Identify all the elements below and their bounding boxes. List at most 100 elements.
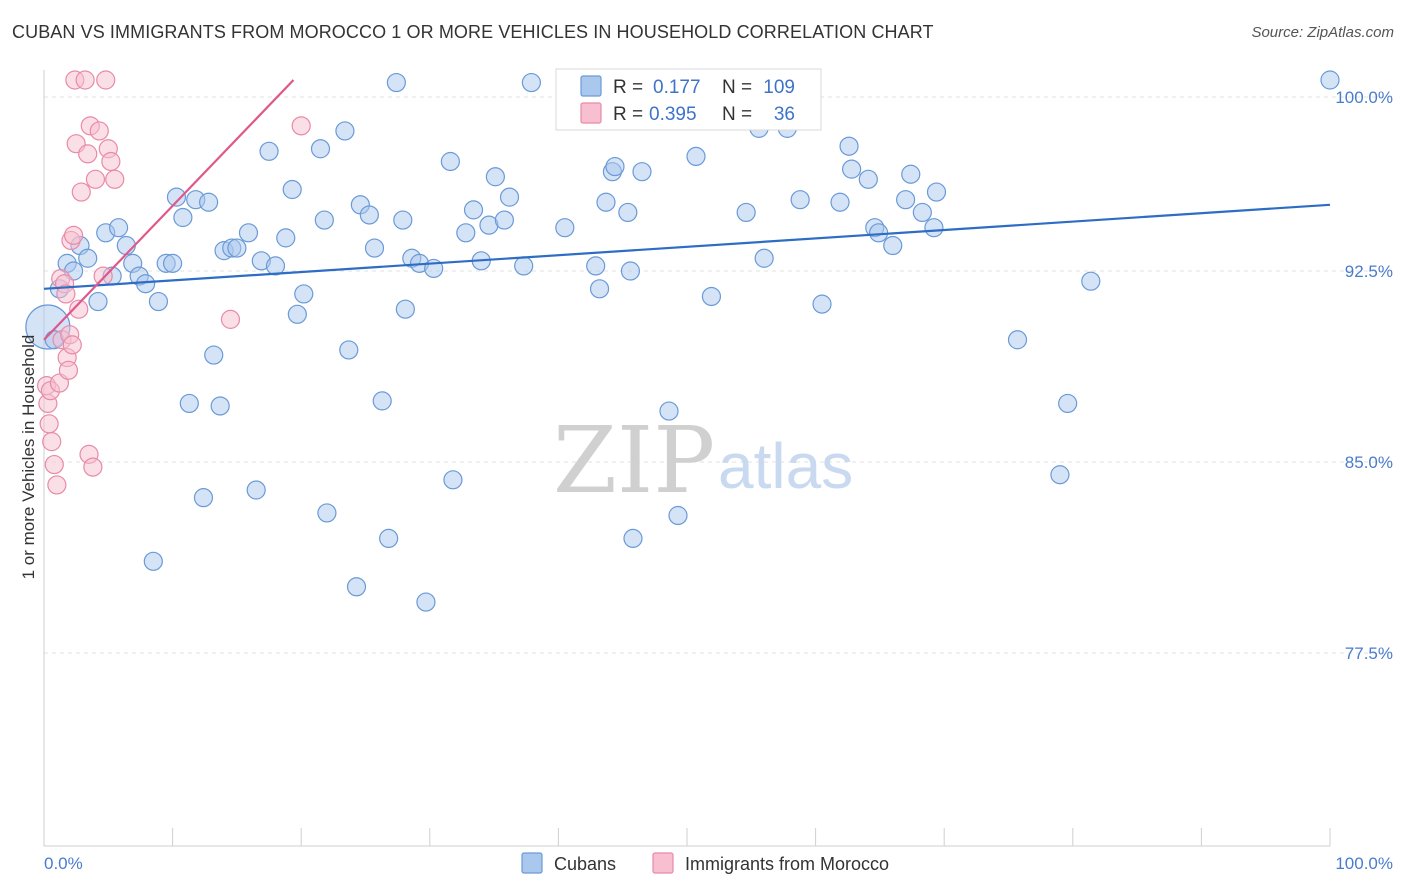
cubans-point: [346, 577, 367, 597]
morocco-point: [69, 299, 89, 319]
bottom-legend-morocco: Immigrants from Morocco: [685, 854, 889, 874]
bottom-legend: Cubans Immigrants from Morocco: [521, 852, 889, 874]
cubans-point: [246, 480, 266, 500]
cubans-point: [199, 192, 219, 212]
cubans-point: [379, 528, 399, 549]
watermark: ZIP atlas: [553, 407, 853, 514]
cubans-point: [912, 202, 932, 223]
cubans-point: [364, 238, 385, 258]
morocco-points: [36, 70, 311, 495]
cubans-point: [314, 210, 334, 230]
cubans-point: [842, 159, 862, 179]
morocco-point: [93, 266, 113, 286]
morocco-point: [56, 284, 76, 304]
cubans-point: [204, 345, 224, 365]
morocco-point: [101, 151, 121, 172]
cubans-point: [686, 146, 706, 166]
x-axis-ticks: [43, 828, 1331, 846]
cubans-point: [586, 256, 606, 276]
cubans-point: [736, 202, 756, 223]
cubans-point: [416, 592, 436, 612]
legend-swatch-cubans: [580, 75, 602, 97]
cubans-point: [335, 121, 355, 141]
cubans-point: [901, 164, 921, 184]
legend-r-value-1: 0.177: [653, 77, 701, 98]
cubans-point: [287, 304, 307, 324]
cubans-point: [210, 396, 230, 416]
cubans-point: [926, 182, 947, 202]
y-tick-labels: 77.5% 85.0% 92.5% 100.0%: [1335, 88, 1393, 663]
cubans-point: [359, 205, 379, 225]
cubans-point: [589, 279, 610, 299]
morocco-point: [71, 182, 91, 202]
cubans-point: [620, 261, 641, 281]
cubans-point: [108, 218, 129, 238]
bottom-legend-swatch-cubans: [521, 852, 543, 874]
cubans-point: [839, 136, 859, 156]
cubans-point: [173, 207, 193, 228]
morocco-trend-line: [43, 79, 295, 341]
cubans-point: [116, 235, 136, 256]
cubans-point: [317, 503, 337, 523]
cubans-point: [193, 488, 214, 508]
cubans-point: [163, 253, 183, 273]
cubans-point: [618, 202, 638, 223]
x-tick-label-max: 100.0%: [1335, 854, 1393, 873]
legend-n-value-1: 109: [763, 77, 795, 98]
cubans-point: [386, 72, 406, 93]
cubans-point: [1050, 465, 1070, 485]
grid-lines: [44, 96, 1392, 654]
cubans-point: [78, 248, 98, 268]
cubans-point: [521, 72, 541, 93]
cubans-point: [456, 223, 476, 243]
cubans-trend-line: [43, 203, 1331, 290]
cubans-point: [858, 169, 878, 189]
cubans-point: [632, 162, 652, 182]
cubans-point: [166, 187, 187, 207]
source-label: Source: ZipAtlas.com: [1251, 24, 1394, 41]
cubans-point: [148, 291, 169, 312]
cubans-point: [88, 291, 108, 312]
watermark-atlas: atlas: [718, 430, 853, 502]
morocco-point: [83, 457, 103, 477]
cubans-point: [924, 218, 944, 238]
legend-n-label-2: N =: [722, 104, 752, 125]
cubans-point: [276, 228, 296, 248]
cubans-points: [25, 70, 1340, 612]
cubans-point: [143, 551, 163, 571]
cubans-point: [1081, 271, 1101, 291]
morocco-point: [58, 360, 79, 380]
y-tick-label-3: 100.0%: [1335, 88, 1393, 107]
watermark-zip: ZIP: [553, 407, 715, 514]
morocco-point: [63, 225, 84, 245]
cubans-point: [238, 223, 259, 243]
cubans-point: [1007, 330, 1028, 350]
cubans-point: [294, 284, 314, 304]
cubans-point: [393, 210, 413, 230]
cubans-point: [1320, 70, 1340, 90]
cubans-point: [555, 218, 575, 238]
legend-r-value-2: 0.395: [649, 104, 697, 125]
y-tick-label-2: 92.5%: [1345, 262, 1393, 281]
y-tick-label-1: 85.0%: [1345, 453, 1393, 472]
cubans-point: [883, 235, 903, 256]
x-tick-label-min: 0.0%: [44, 854, 83, 873]
cubans-point: [623, 528, 643, 549]
morocco-point: [78, 144, 98, 164]
cubans-point: [812, 294, 832, 314]
cubans-point: [790, 190, 810, 210]
morocco-point: [220, 309, 241, 329]
cubans-point: [701, 286, 722, 307]
legend-swatch-morocco: [580, 102, 602, 124]
cubans-point: [259, 141, 279, 161]
morocco-point: [105, 169, 125, 189]
cubans-point: [265, 256, 286, 276]
cubans-point: [227, 238, 247, 258]
bottom-legend-swatch-morocco: [652, 852, 674, 874]
cubans-point: [135, 274, 156, 294]
legend-r-label-1: R =: [613, 77, 643, 98]
cubans-point: [668, 505, 688, 526]
cubans-point: [494, 210, 514, 230]
morocco-point: [89, 121, 109, 141]
cubans-point: [659, 401, 679, 421]
